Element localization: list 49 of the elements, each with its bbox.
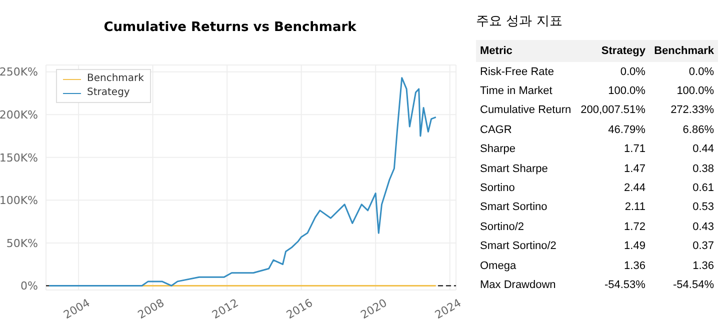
category-label: Risk-Free Rate (480, 66, 554, 78)
text: 0.38 (692, 162, 714, 175)
text: 6.86% (682, 124, 714, 136)
category-label: Sharpe (480, 143, 516, 156)
text: 1.47 (624, 162, 646, 175)
category-label: Smart Sortino (480, 201, 548, 214)
category-label: Strategy (600, 44, 646, 59)
text: 1.71 (624, 143, 646, 156)
y-tick-label: 50K% (6, 236, 38, 250)
category-label: Max Drawdown (480, 278, 556, 291)
text: 0.0% (620, 66, 646, 78)
y-tick-label: 250K% (0, 66, 38, 79)
text: 1.36 (692, 260, 714, 272)
text: 1.72 (624, 220, 646, 233)
text: 0.0% (688, 66, 714, 78)
y-tick-label: 100K% (0, 194, 38, 208)
y-tick-label: 150K% (0, 151, 38, 164)
text: 0.53 (692, 201, 714, 214)
text: 0.43 (692, 220, 714, 233)
text: 주요 성과 지표 (476, 13, 564, 30)
category-label: Benchmark (653, 44, 715, 59)
category-label: Smart Sharpe (480, 162, 548, 175)
text: 2.44 (624, 182, 646, 194)
text: 0.44 (692, 143, 714, 156)
legend-label: Strategy (87, 86, 130, 100)
y-tick-label: 200K% (0, 108, 38, 122)
category-label: CAGR (480, 124, 512, 136)
category-label: Sortino (480, 182, 515, 194)
text: 100.0% (608, 85, 646, 98)
text: 1.49 (624, 240, 646, 252)
category-label: Metric (479, 44, 514, 59)
category-label: Cumulative Return (480, 104, 572, 116)
text: -54.54% (673, 278, 714, 291)
text: 100.0% (676, 85, 714, 98)
text: 2.11 (624, 201, 646, 214)
text: 200,007.51% (580, 104, 646, 116)
y-tick-label: 0% (20, 280, 38, 293)
chart-title: Cumulative Returns vs Benchmark (102, 20, 358, 35)
text: 0.37 (692, 240, 714, 252)
category-label: Time in Market (480, 85, 552, 98)
category-label: Smart Sortino/2 (480, 240, 556, 252)
category-label: Omega (480, 260, 516, 272)
legend-label: Benchmark (87, 72, 144, 86)
category-label: Sortino/2 (480, 220, 524, 233)
text: 1.36 (624, 260, 646, 272)
text: -54.53% (604, 278, 646, 291)
text: 272.33% (670, 104, 714, 116)
text: 46.79% (608, 124, 646, 136)
text: 0.61 (692, 182, 714, 194)
